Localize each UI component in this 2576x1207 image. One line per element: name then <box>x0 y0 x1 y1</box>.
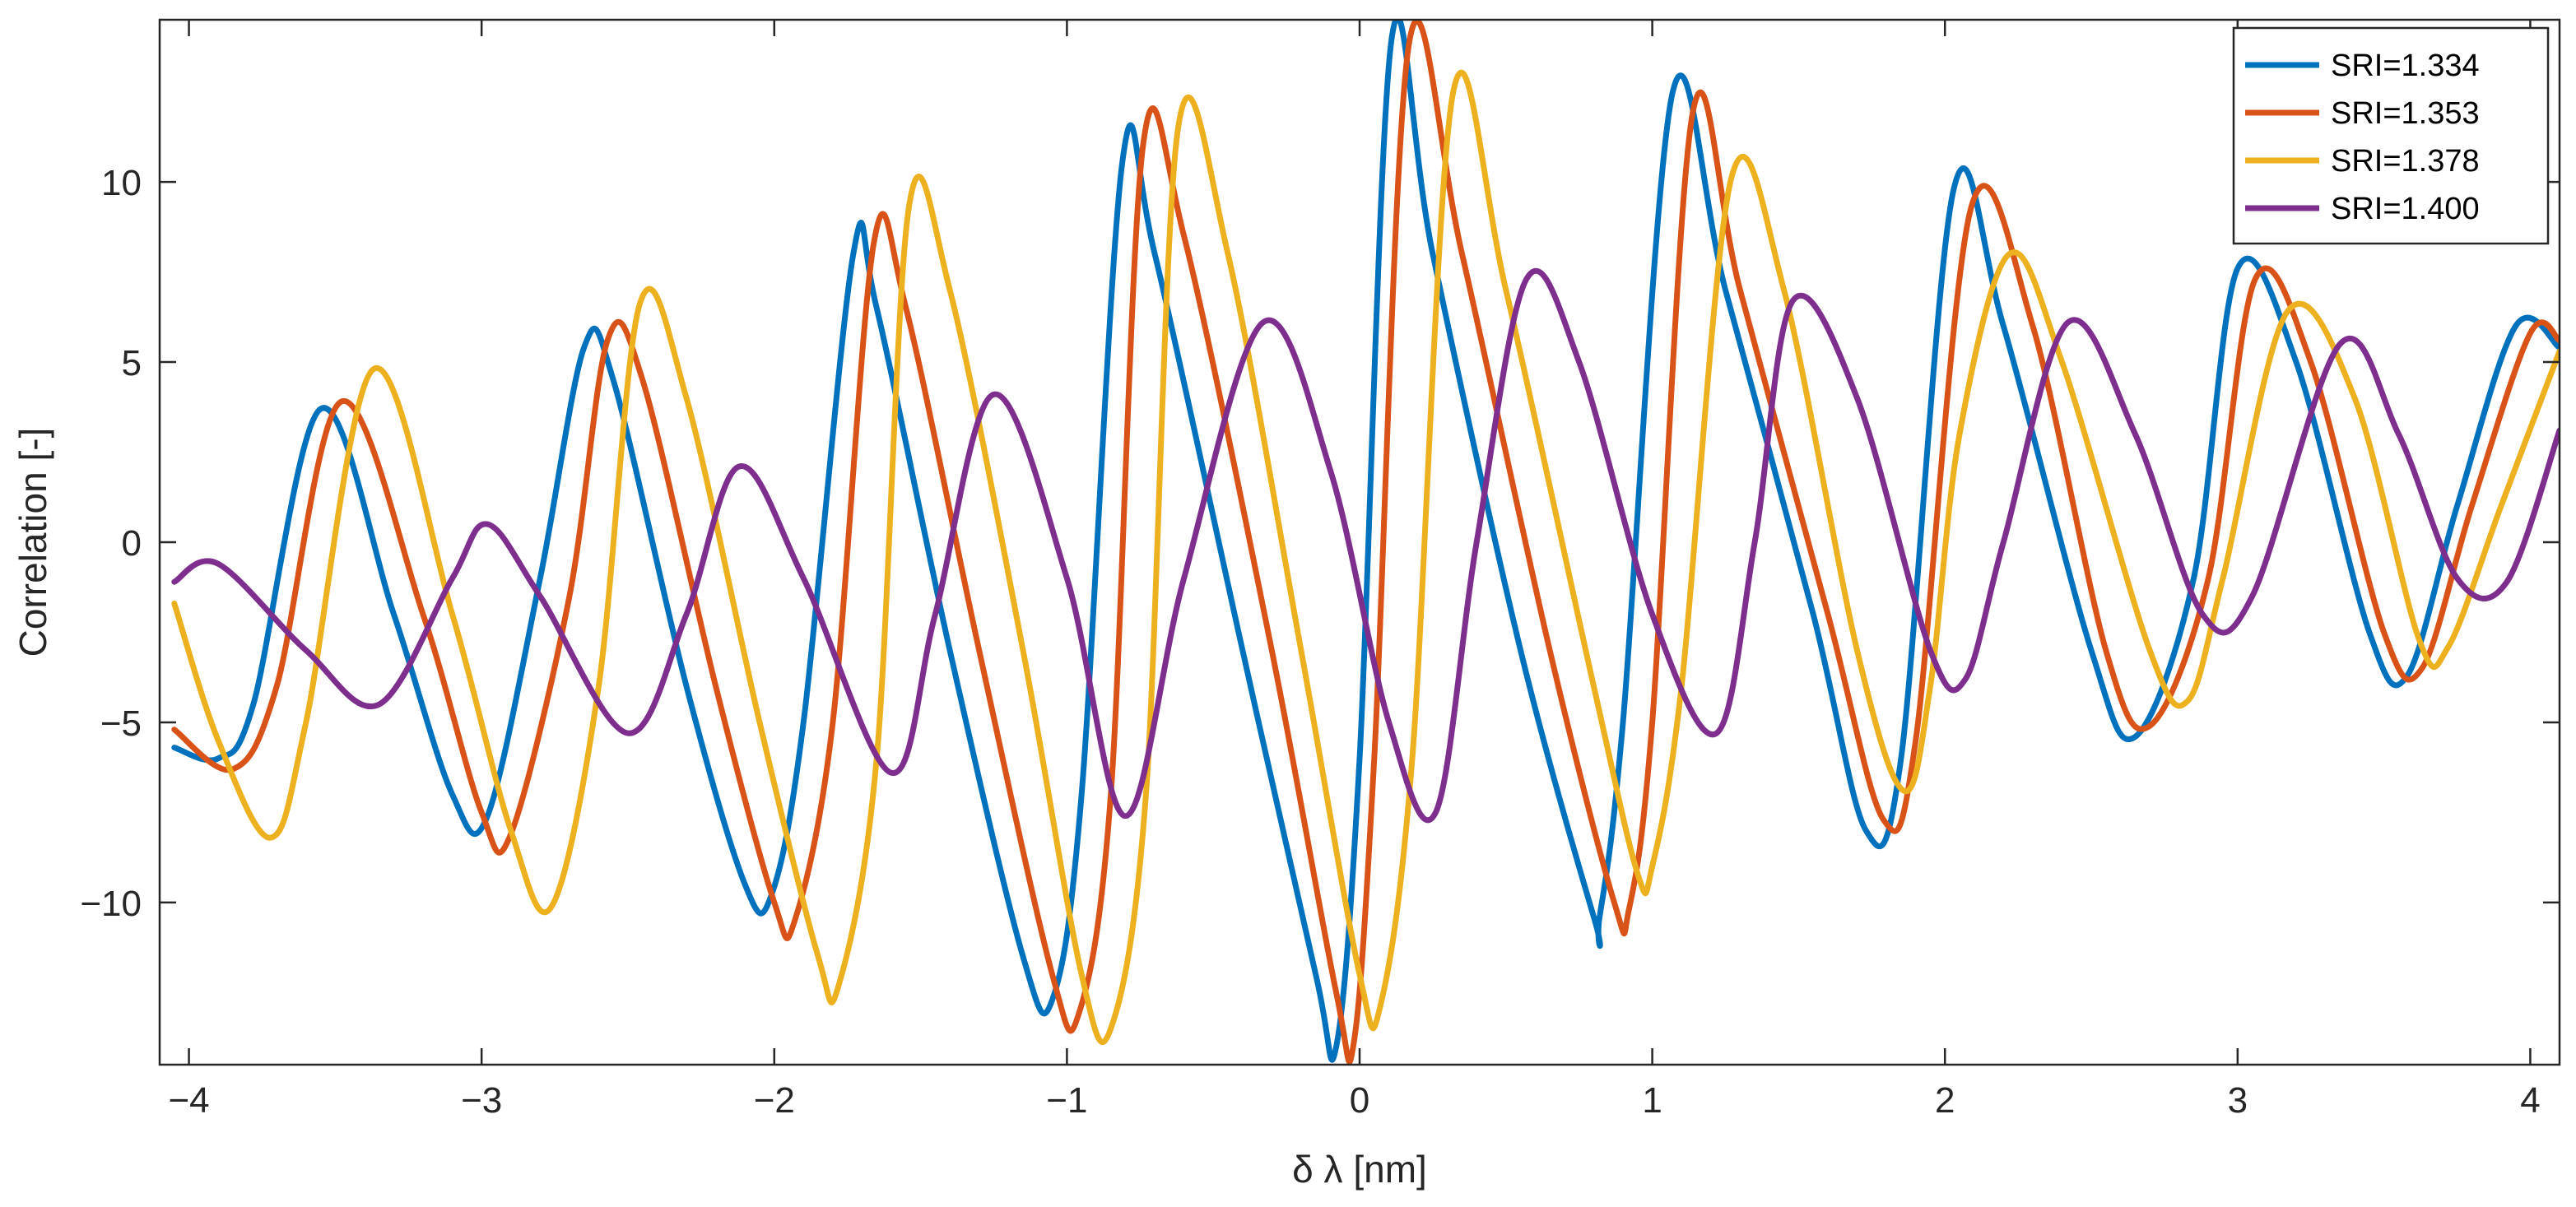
legend-label: SRI=1.378 <box>2331 144 2480 179</box>
series-line-3 <box>171 69 2560 1045</box>
y-tick-label: 0 <box>122 523 142 564</box>
legend-label: SRI=1.400 <box>2331 192 2480 226</box>
x-tick-label: −4 <box>168 1080 209 1121</box>
x-tick-label: −2 <box>754 1080 795 1121</box>
x-tick-label: 3 <box>2228 1080 2248 1121</box>
series-line-1 <box>171 20 2560 1063</box>
legend-label: SRI=1.353 <box>2331 96 2480 131</box>
x-tick-label: 0 <box>1350 1080 1369 1121</box>
x-axis-ticks: −4 −3 −2 −1 0 1 2 3 4 <box>168 20 2541 1121</box>
x-tick-label: 1 <box>1642 1080 1662 1121</box>
x-tick-label: −3 <box>461 1080 502 1121</box>
series-line-4 <box>171 267 2560 823</box>
series-line-2 <box>171 20 2560 1065</box>
y-tick-label: −10 <box>80 884 142 924</box>
x-tick-label: 2 <box>1935 1080 1955 1121</box>
plot-lines <box>171 20 2560 1065</box>
x-tick-label: 4 <box>2520 1080 2540 1121</box>
y-axis-ticks: −10 −5 0 5 10 <box>80 163 2560 924</box>
legend-label: SRI=1.334 <box>2331 49 2480 83</box>
y-axis-label: Correlation [-] <box>12 428 54 657</box>
legend: SRI=1.334 SRI=1.353 SRI=1.378 SRI=1.400 <box>2232 26 2550 245</box>
x-axis-label: δ λ [nm] <box>1292 1148 1427 1191</box>
y-tick-label: −5 <box>100 703 142 744</box>
x-tick-label: −1 <box>1046 1080 1087 1121</box>
y-tick-label: 10 <box>101 163 142 203</box>
y-tick-label: 5 <box>122 343 142 383</box>
